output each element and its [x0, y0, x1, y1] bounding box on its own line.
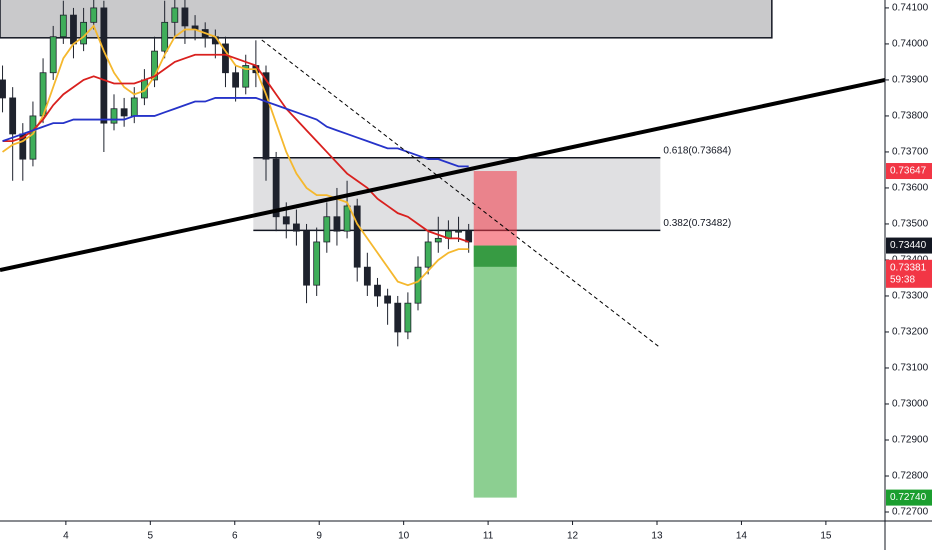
- target-zone: [473, 245, 517, 498]
- candle-body: [343, 205, 351, 232]
- price-label-bg: [886, 259, 932, 288]
- y-tick-label: 0.73300: [892, 291, 929, 302]
- candle-body: [262, 72, 270, 160]
- countdown: 59:38: [890, 274, 915, 285]
- x-tick-label: 5: [148, 531, 154, 542]
- price-label-bg: [886, 163, 932, 180]
- x-tick-label: 10: [398, 531, 410, 542]
- stop-zone: [473, 171, 517, 246]
- candle-body: [333, 216, 341, 232]
- moving-average: [2, 24, 469, 287]
- fib-label: 0.618(0.73684): [663, 145, 731, 156]
- y-tick-label: 0.72700: [892, 507, 929, 518]
- candle-body: [424, 241, 432, 268]
- y-tick-label: 0.72800: [892, 471, 929, 482]
- y-tick-label: 0.74100: [892, 3, 929, 14]
- candle-body: [161, 21, 169, 52]
- candle-body: [100, 7, 108, 124]
- candle-body: [242, 65, 250, 88]
- candle-body: [282, 216, 290, 225]
- x-tick-label: 12: [567, 531, 579, 542]
- x-tick-label: 11: [483, 531, 494, 542]
- candle-body: [59, 14, 67, 38]
- candle-body: [303, 230, 310, 286]
- candle-body: [232, 72, 240, 88]
- y-tick-label: 0.73600: [892, 183, 929, 194]
- candle-body: [130, 97, 138, 117]
- x-tick-label: 6: [232, 531, 238, 542]
- candle-body: [151, 50, 158, 81]
- y-tick-label: 0.73000: [892, 399, 929, 410]
- y-tick-label: 0.73100: [892, 363, 929, 374]
- candle-body: [374, 284, 381, 297]
- time-axis-bg: [0, 521, 932, 550]
- fib-label: 0.382(0.73482): [663, 218, 731, 229]
- price-label: 0.73647: [890, 166, 927, 177]
- candle-body: [414, 266, 422, 304]
- candle-body: [404, 302, 412, 333]
- y-tick-label: 0.73700: [892, 147, 929, 158]
- candle-body: [90, 7, 98, 23]
- y-tick-label: 0.74000: [892, 39, 929, 50]
- x-tick-label: 15: [820, 531, 832, 542]
- y-tick-label: 0.73200: [892, 327, 929, 338]
- candle-body: [9, 97, 17, 135]
- zone: [0, 0, 773, 39]
- price-label-bg: [886, 489, 932, 506]
- open-pnl: [473, 245, 517, 267]
- x-tick-label: 4: [63, 531, 69, 542]
- candle-body: [171, 7, 179, 23]
- candle-body: [110, 108, 118, 124]
- candle-body: [0, 79, 6, 99]
- candle-body: [49, 36, 57, 74]
- y-tick-label: 0.73900: [892, 75, 929, 86]
- y-tick-label: 0.73800: [892, 111, 929, 122]
- candle-body: [455, 230, 462, 233]
- candle-body: [323, 216, 331, 243]
- candle-body: [29, 115, 37, 160]
- candle-body: [120, 108, 128, 117]
- candle-body: [222, 43, 229, 74]
- price-label: 0.72740: [890, 492, 927, 503]
- y-tick-label: 0.72900: [892, 435, 929, 446]
- moving-average: [2, 53, 469, 243]
- candle-body: [394, 302, 402, 333]
- price-label-bg: [886, 237, 932, 254]
- price-label: 0.73381: [890, 262, 927, 273]
- y-tick-label: 0.73500: [892, 219, 929, 230]
- candle-body: [363, 266, 371, 286]
- candle-body: [293, 223, 300, 232]
- candle-body: [80, 21, 88, 45]
- moving-average: [2, 97, 469, 168]
- x-tick-label: 9: [316, 531, 322, 542]
- x-tick-label: 13: [651, 531, 663, 542]
- trendline: [0, 77, 886, 272]
- price-label: 0.73440: [890, 240, 927, 251]
- candle-body: [181, 7, 189, 27]
- candle-body: [353, 205, 361, 268]
- candle-body: [70, 14, 77, 45]
- candle-body: [272, 158, 280, 218]
- zone: [253, 157, 661, 231]
- x-tick-label: 14: [736, 531, 748, 542]
- candle-body: [313, 241, 321, 286]
- candle-body: [384, 295, 392, 304]
- candle-body: [434, 237, 442, 243]
